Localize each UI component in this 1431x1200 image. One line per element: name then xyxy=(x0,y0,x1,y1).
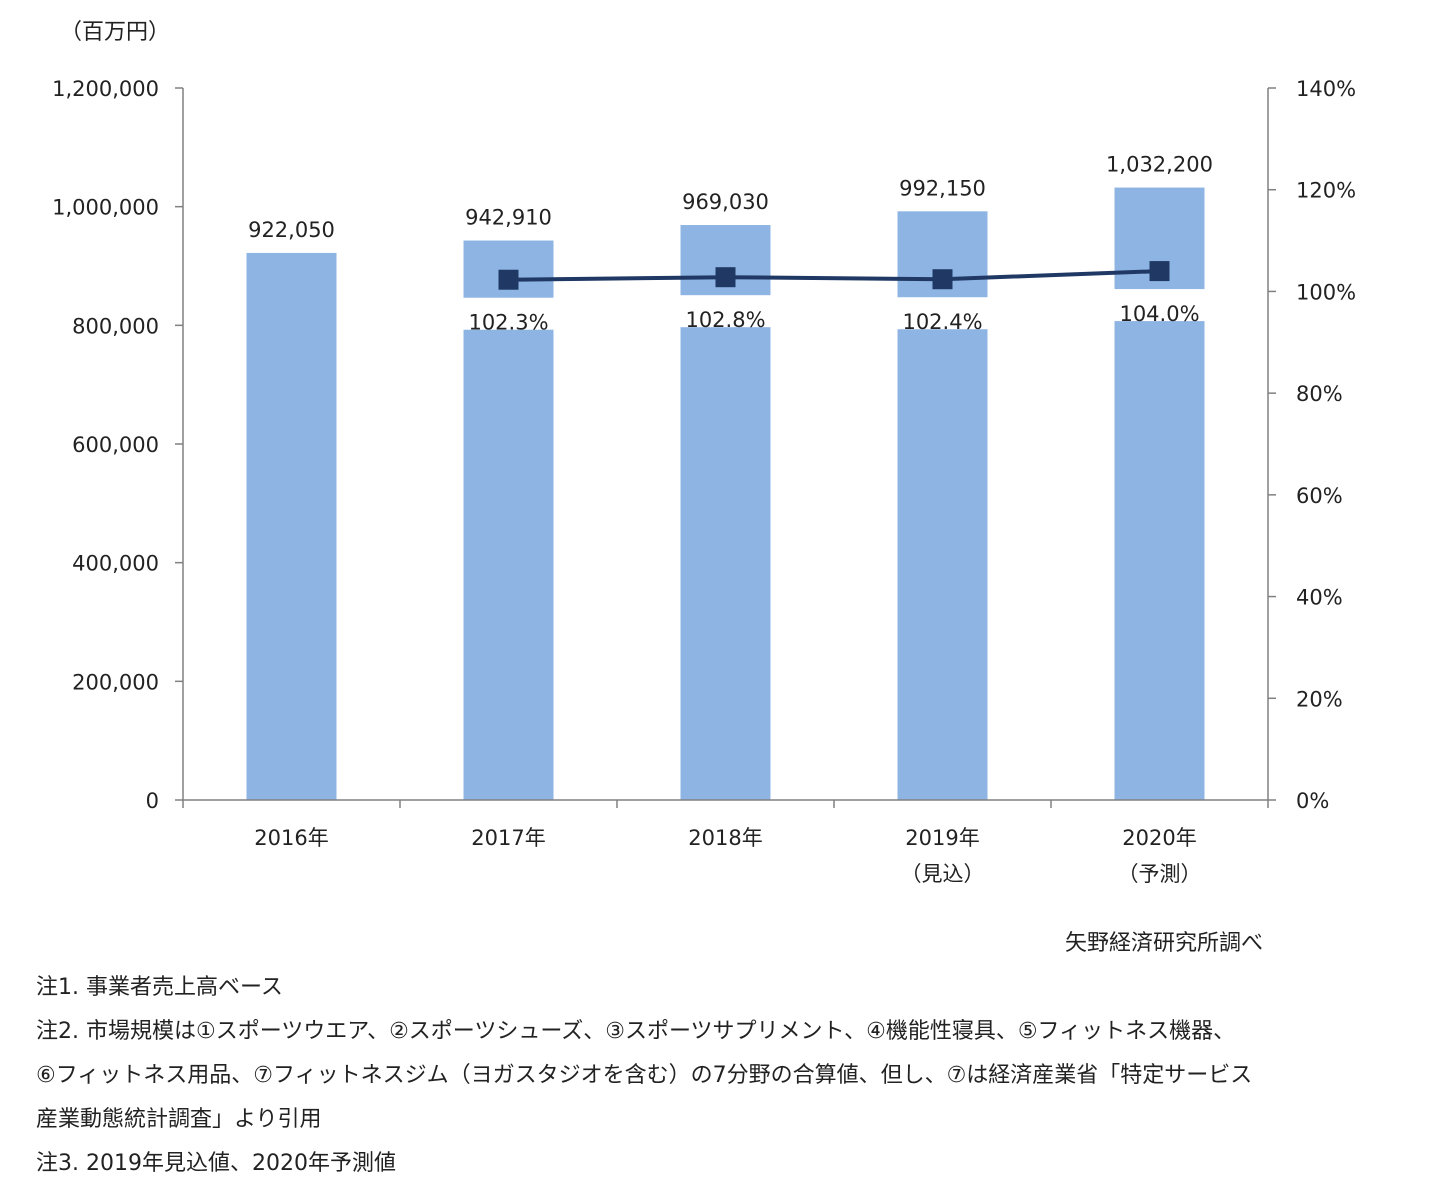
x-tick-label-2: 2018年 xyxy=(688,826,762,850)
y-left-tick-label-1: 200,000 xyxy=(72,670,159,694)
y-left-tick-label-3: 600,000 xyxy=(72,433,159,457)
bar-value-label-0: 922,050 xyxy=(248,218,335,242)
growth-rate-marker-1 xyxy=(498,269,519,290)
footnote-1: 注1. 事業者売上高ベース xyxy=(36,975,283,1000)
growth-rate-label-4: 104.0% xyxy=(1119,302,1199,326)
bar-value-label-4: 1,032,200 xyxy=(1106,153,1213,177)
bar-0 xyxy=(246,252,337,801)
y-left-tick-label-4: 800,000 xyxy=(72,314,159,338)
x-tick-label-0: 2016年 xyxy=(254,826,328,850)
footnote-2-line-2: ⑥フィットネス用品、⑦フィットネスジム（ヨガスタジオを含む）の7分野の合算値、但… xyxy=(36,1063,1253,1088)
x-tick-label-3-1: （見込） xyxy=(901,862,985,886)
x-tick-label-4-1: （予測） xyxy=(1118,862,1202,886)
y-left-tick-label-0: 0 xyxy=(146,789,159,813)
bar-1 xyxy=(463,240,554,801)
bar-value-label-3: 992,150 xyxy=(899,176,986,200)
x-tick-label-3-0: 2019年 xyxy=(905,826,979,850)
footnote-3: 注3. 2019年見込値、2020年予測値 xyxy=(36,1151,396,1176)
y-right-tick-label-5: 100% xyxy=(1296,280,1356,304)
y-right-tick-label-6: 120% xyxy=(1296,179,1356,203)
growth-rate-marker-3 xyxy=(932,269,953,290)
source-credit: 矢野経済研究所調べ xyxy=(1064,931,1263,956)
footnote-2-line-1: 注2. 市場規模は①スポーツウエア、②スポーツシューズ、③スポーツサプリメント、… xyxy=(36,1019,1236,1044)
y-left-tick-label-2: 400,000 xyxy=(72,552,159,576)
y-right-tick-label-7: 140% xyxy=(1296,77,1356,101)
line-label-bg-4 xyxy=(1111,289,1208,322)
growth-rate-label-3: 102.4% xyxy=(902,310,982,334)
growth-rate-label-1: 102.3% xyxy=(468,311,548,335)
y-axis-unit-label: （百万円） xyxy=(60,20,171,45)
growth-rate-marker-2 xyxy=(715,267,736,288)
line-label-bg-1 xyxy=(460,297,557,330)
y-left-tick-label-6: 1,200,000 xyxy=(52,77,159,101)
growth-rate-marker-4 xyxy=(1149,261,1170,282)
y-right-tick-label-4: 80% xyxy=(1296,382,1343,406)
footnote-2-line-3: 産業動態統計調査」より引用 xyxy=(36,1107,322,1132)
x-tick-label-4-0: 2020年 xyxy=(1122,826,1196,850)
growth-rate-label-2: 102.8% xyxy=(685,308,765,332)
x-tick-label-1: 2017年 xyxy=(471,826,545,850)
y-left-tick-label-5: 1,000,000 xyxy=(52,196,159,220)
y-right-tick-label-1: 20% xyxy=(1296,687,1343,711)
line-label-bg-2 xyxy=(677,295,774,328)
y-right-tick-label-0: 0% xyxy=(1296,789,1329,813)
bar-value-label-2: 969,030 xyxy=(682,190,769,214)
growth-rate-line xyxy=(508,269,1160,282)
y-right-tick-label-2: 40% xyxy=(1296,586,1343,610)
bar-value-label-1: 942,910 xyxy=(465,206,552,230)
line-label-bg-3 xyxy=(894,297,991,330)
market-size-chart: 922,050 942,910 969,030 992,150 1,032,200 0 20… xyxy=(52,77,1356,886)
footnotes: 注1. 事業者売上高ベース 注2. 市場規模は①スポーツウエア、②スポーツシュー… xyxy=(36,966,1396,1186)
y-right-tick-label-3: 60% xyxy=(1296,484,1343,508)
